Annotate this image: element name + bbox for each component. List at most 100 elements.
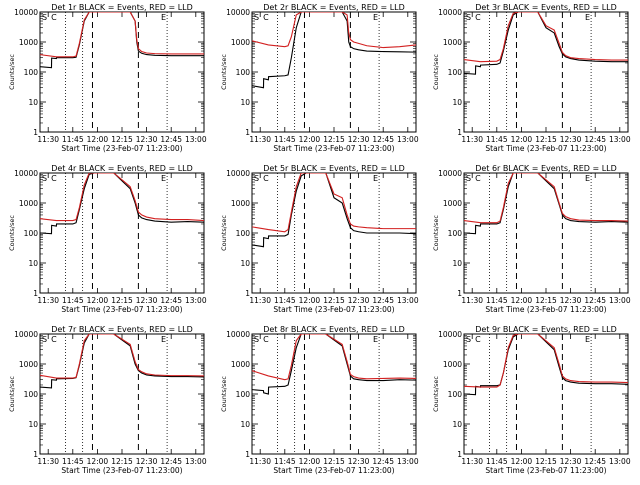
series-line-events	[464, 173, 628, 235]
x-tick-label: 11:45	[62, 457, 84, 466]
y-tick-label: 1	[457, 128, 462, 137]
x-axis-label: Start Time (23-Feb-07 11:23:00)	[485, 305, 606, 314]
x-tick-label: 11:30	[249, 457, 271, 466]
y-tick-label: 1000	[443, 199, 462, 208]
x-axis-label: Start Time (23-Feb-07 11:23:00)	[61, 305, 182, 314]
marker-s: S	[254, 13, 259, 22]
y-tick-label: 10000	[226, 8, 250, 17]
y-axis-label: Counts/sec	[220, 54, 228, 90]
x-tick-label: 11:30	[37, 135, 59, 144]
chart-title: Det 9r BLACK = Events, RED = LLD	[475, 325, 617, 334]
x-tick-label: 12:45	[372, 457, 394, 466]
series-line-lld	[464, 12, 628, 63]
x-tick-label: 12:15	[111, 296, 133, 305]
x-axis-label: Start Time (23-Feb-07 11:23:00)	[61, 466, 182, 475]
y-tick-label: 10000	[226, 169, 250, 178]
chart-panel-5: Det 5r BLACK = Events, RED = LLD 1 10 100 10…	[220, 164, 419, 314]
series-line-lld	[252, 173, 416, 233]
x-tick-label: 12:45	[372, 296, 394, 305]
marker-c: C	[51, 335, 57, 344]
x-tick-label: 12:15	[323, 296, 345, 305]
y-tick-label: 1000	[19, 38, 38, 47]
series-line-lld	[40, 12, 204, 58]
marker-e: E	[585, 335, 590, 344]
plot-frame	[251, 333, 417, 455]
series-line-lld	[252, 12, 416, 49]
x-tick-label: 12:30	[348, 296, 370, 305]
x-tick-label: 12:00	[299, 296, 321, 305]
x-tick-label: 12:00	[511, 135, 533, 144]
y-tick-label: 10	[28, 420, 38, 429]
x-tick-label: 12:45	[372, 135, 394, 144]
chart-title: Det 3r BLACK = Events, RED = LLD	[475, 3, 617, 12]
chart-title: Det 7r BLACK = Events, RED = LLD	[51, 325, 193, 334]
x-tick-label: 12:30	[560, 457, 582, 466]
x-tick-label: 11:30	[461, 135, 483, 144]
plot-frame	[39, 11, 205, 133]
y-tick-label: 100	[448, 390, 463, 399]
y-tick-label: 100	[448, 68, 463, 77]
x-tick-label: 11:30	[461, 457, 483, 466]
chart-title: Det 1r BLACK = Events, RED = LLD	[51, 3, 193, 12]
x-tick-label: 12:15	[111, 457, 133, 466]
y-tick-label: 10000	[438, 8, 462, 17]
marker-s: S	[42, 13, 47, 22]
x-axis-label: Start Time (23-Feb-07 11:23:00)	[273, 305, 394, 314]
chart-title: Det 8r BLACK = Events, RED = LLD	[263, 325, 405, 334]
x-tick-label: 11:30	[37, 457, 59, 466]
marker-e: E	[161, 335, 166, 344]
y-tick-label: 100	[24, 68, 39, 77]
x-tick-label: 12:00	[87, 457, 109, 466]
series-line-events	[40, 173, 204, 235]
y-tick-label: 10	[240, 420, 250, 429]
x-tick-label: 11:45	[62, 296, 84, 305]
x-tick-label: 13:00	[609, 457, 631, 466]
x-tick-label: 12:00	[299, 135, 321, 144]
y-tick-label: 1	[33, 289, 38, 298]
y-tick-label: 1	[33, 450, 38, 459]
y-tick-label: 10	[28, 98, 38, 107]
marker-c: C	[475, 335, 481, 344]
y-tick-label: 100	[24, 390, 39, 399]
x-tick-label: 12:30	[136, 296, 158, 305]
series-line-lld	[40, 173, 204, 222]
series-line-lld	[40, 334, 204, 379]
x-tick-label: 12:45	[584, 457, 606, 466]
y-tick-label: 100	[448, 229, 463, 238]
marker-s: S	[466, 174, 471, 183]
x-tick-label: 12:30	[560, 135, 582, 144]
y-tick-label: 10	[452, 420, 462, 429]
series-line-events	[40, 12, 204, 69]
y-tick-label: 10000	[226, 330, 250, 339]
y-tick-label: 1000	[443, 360, 462, 369]
x-tick-label: 12:30	[136, 457, 158, 466]
x-tick-label: 12:30	[136, 135, 158, 144]
y-axis-label: Counts/sec	[8, 215, 16, 251]
x-tick-label: 12:45	[160, 135, 182, 144]
series-line-events	[252, 334, 416, 395]
x-tick-label: 12:45	[160, 457, 182, 466]
series-line-lld	[252, 334, 416, 381]
y-tick-label: 1000	[19, 199, 38, 208]
x-tick-label: 11:30	[461, 296, 483, 305]
x-tick-label: 12:30	[348, 457, 370, 466]
series-line-events	[252, 12, 416, 89]
x-axis-label: Start Time (23-Feb-07 11:23:00)	[485, 144, 606, 153]
x-axis-label: Start Time (23-Feb-07 11:23:00)	[485, 466, 606, 475]
x-tick-label: 11:45	[486, 457, 508, 466]
plot-frame	[39, 172, 205, 294]
y-tick-label: 10	[28, 259, 38, 268]
plot-frame	[463, 11, 629, 133]
chart-panel-8: Det 8r BLACK = Events, RED = LLD 1 10 100 10…	[220, 325, 419, 475]
y-tick-label: 10	[452, 259, 462, 268]
x-axis-label: Start Time (23-Feb-07 11:23:00)	[273, 144, 394, 153]
x-tick-label: 12:15	[323, 135, 345, 144]
marker-s: S	[42, 335, 47, 344]
y-axis-label: Counts/sec	[432, 54, 440, 90]
y-tick-label: 100	[236, 229, 251, 238]
marker-e: E	[373, 13, 378, 22]
y-tick-label: 10	[452, 98, 462, 107]
y-tick-label: 10	[240, 98, 250, 107]
marker-e: E	[585, 174, 590, 183]
y-tick-label: 1	[457, 450, 462, 459]
